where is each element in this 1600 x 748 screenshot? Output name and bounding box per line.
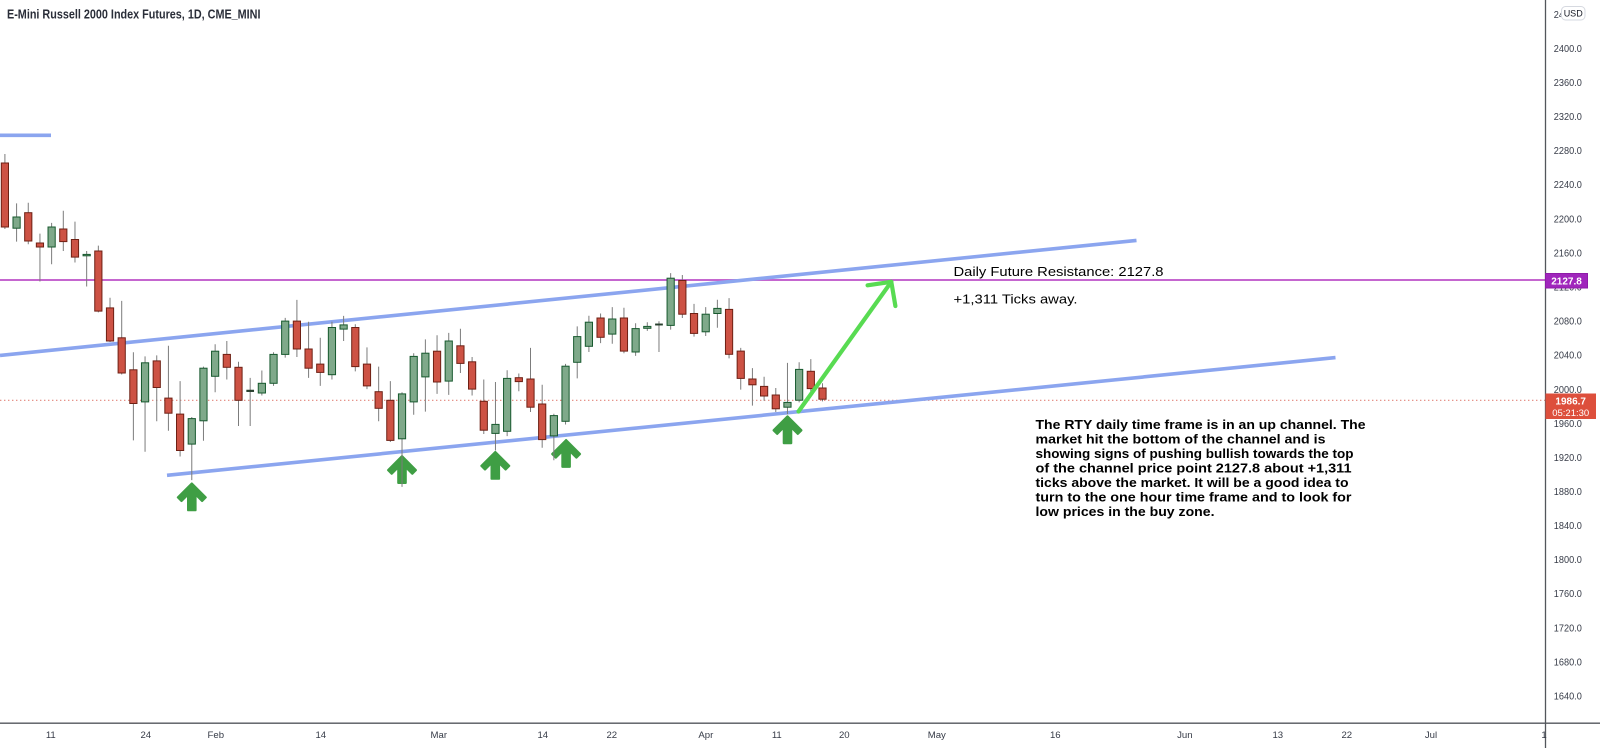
svg-text:The RTY daily time frame is in: The RTY daily time frame is in an up cha… bbox=[1036, 417, 1366, 432]
svg-text:Mar: Mar bbox=[431, 730, 448, 741]
svg-text:1920.0: 1920.0 bbox=[1554, 453, 1583, 464]
svg-text:22: 22 bbox=[1341, 730, 1352, 741]
svg-text:Daily Future Resistance: 2127.: Daily Future Resistance: 2127.8 bbox=[954, 264, 1164, 279]
svg-text:16: 16 bbox=[1050, 730, 1061, 741]
svg-text:1880.0: 1880.0 bbox=[1554, 487, 1583, 498]
svg-text:05:21:30: 05:21:30 bbox=[1552, 408, 1589, 419]
svg-text:2320.0: 2320.0 bbox=[1554, 112, 1583, 123]
svg-text:2240.0: 2240.0 bbox=[1554, 180, 1583, 191]
svg-text:1720.0: 1720.0 bbox=[1554, 623, 1583, 634]
svg-text:May: May bbox=[928, 730, 946, 741]
svg-text:2127.8: 2127.8 bbox=[1551, 276, 1582, 287]
svg-text:14: 14 bbox=[315, 730, 326, 741]
svg-text:Feb: Feb bbox=[208, 730, 225, 741]
svg-text:1800.0: 1800.0 bbox=[1554, 555, 1583, 566]
svg-text:of the channel price point 212: of the channel price point 2127.8 about … bbox=[1036, 461, 1352, 476]
svg-text:1840.0: 1840.0 bbox=[1554, 521, 1583, 532]
svg-text:2360.0: 2360.0 bbox=[1554, 78, 1583, 89]
svg-text:USD: USD bbox=[1564, 9, 1584, 19]
svg-text:24: 24 bbox=[140, 730, 151, 741]
svg-text:2040.0: 2040.0 bbox=[1554, 351, 1583, 362]
svg-text:Jun: Jun bbox=[1177, 730, 1192, 741]
svg-text:market hit the bottom of the c: market hit the bottom of the channel and… bbox=[1036, 432, 1326, 447]
svg-text:Jul: Jul bbox=[1425, 730, 1437, 741]
svg-text:1640.0: 1640.0 bbox=[1554, 692, 1583, 703]
svg-text:ticks above the market. It wil: ticks above the market. It will be a goo… bbox=[1036, 475, 1349, 490]
svg-text:1986.7: 1986.7 bbox=[1555, 396, 1586, 407]
svg-text:11: 11 bbox=[772, 730, 782, 741]
svg-text:2160.0: 2160.0 bbox=[1554, 248, 1583, 259]
svg-text:1960.0: 1960.0 bbox=[1554, 419, 1583, 430]
svg-text:2280.0: 2280.0 bbox=[1554, 146, 1583, 157]
svg-text:E-Mini Russell 2000 Index Futu: E-Mini Russell 2000 Index Futures, 1D, C… bbox=[7, 7, 261, 22]
svg-text:11: 11 bbox=[46, 730, 56, 741]
svg-text:1680.0: 1680.0 bbox=[1554, 657, 1583, 668]
svg-text:2200.0: 2200.0 bbox=[1554, 214, 1583, 225]
svg-text:+1,311 Ticks away.: +1,311 Ticks away. bbox=[954, 291, 1078, 306]
svg-text:2080.0: 2080.0 bbox=[1554, 317, 1583, 328]
svg-text:1: 1 bbox=[1541, 730, 1546, 741]
svg-text:2400.0: 2400.0 bbox=[1554, 44, 1583, 55]
svg-text:turn to the one hour time fram: turn to the one hour time frame and to l… bbox=[1036, 490, 1352, 505]
svg-text:Apr: Apr bbox=[698, 730, 714, 741]
svg-text:showing signs of pushing bulli: showing signs of pushing bullish towards… bbox=[1036, 446, 1354, 461]
svg-text:20: 20 bbox=[839, 730, 850, 741]
svg-text:13: 13 bbox=[1272, 730, 1283, 741]
svg-text:22: 22 bbox=[606, 730, 617, 741]
svg-text:2000.0: 2000.0 bbox=[1554, 385, 1583, 396]
svg-text:14: 14 bbox=[537, 730, 548, 741]
svg-text:low prices in the buy zone.: low prices in the buy zone. bbox=[1036, 504, 1215, 519]
svg-text:1760.0: 1760.0 bbox=[1554, 589, 1583, 600]
